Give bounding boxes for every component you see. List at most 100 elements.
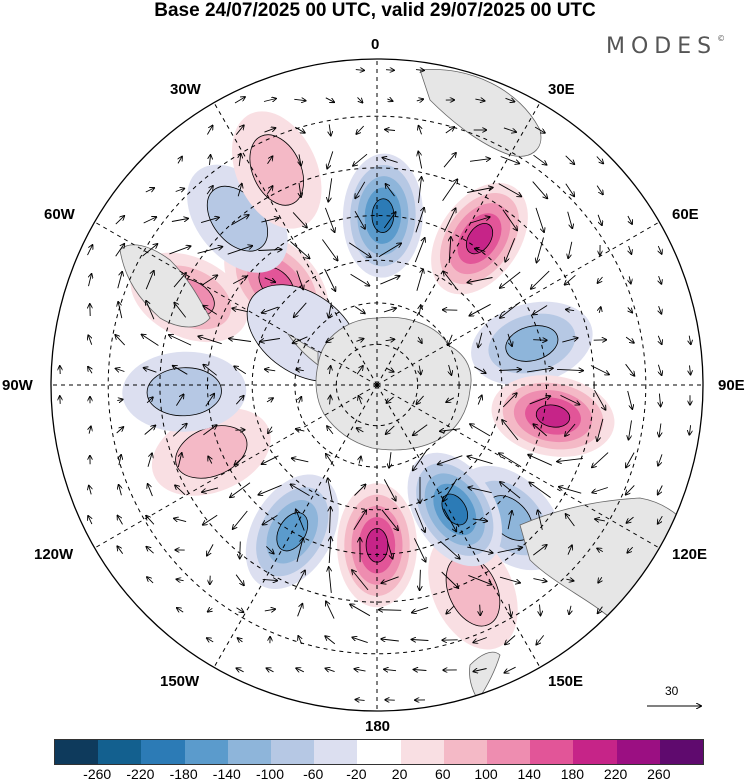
wind-vector [328, 478, 333, 502]
wind-vector [327, 426, 334, 435]
wind-vector [238, 638, 243, 642]
colorbar [54, 739, 704, 765]
wind-vector [480, 604, 481, 616]
colorbar-box [184, 740, 228, 764]
wind-vector [502, 209, 517, 231]
wind-vector [470, 424, 491, 437]
lon-label-90e: 90E [718, 377, 745, 394]
wind-vector [88, 367, 92, 374]
lon-label-30e: 30E [548, 81, 575, 98]
wind-vector [237, 184, 242, 197]
colorbar-box [487, 740, 531, 764]
wind-vector [412, 606, 429, 612]
lon-label-120w: 120W [34, 546, 74, 563]
wind-vector [381, 509, 398, 530]
wind-vector [658, 485, 663, 495]
wind-vector [267, 668, 274, 672]
wind-vector [115, 335, 126, 346]
wind-vector [474, 366, 485, 373]
lon-label-150e: 150E [548, 673, 584, 690]
wind-vector [500, 482, 521, 499]
wind-vector [658, 335, 661, 344]
wind-vector [469, 303, 491, 315]
wind-vector [502, 393, 517, 408]
wind-vector [177, 608, 184, 612]
colorbar-tick-label: -180 [169, 766, 198, 782]
wind-vector [557, 457, 583, 461]
wind-vector [379, 610, 402, 611]
wind-vector [176, 579, 184, 580]
meridian-line [213, 384, 378, 668]
wind-vector [414, 507, 425, 532]
wind-vector [475, 99, 484, 101]
wind-vector [203, 365, 217, 376]
wind-vector [507, 511, 512, 530]
colorbar-box [271, 740, 315, 764]
wind-vector [690, 365, 691, 374]
wind-vector [592, 487, 608, 493]
wind-vector [355, 669, 366, 671]
wind-vector [207, 638, 214, 642]
colorbar-box [443, 740, 488, 764]
wind-vector [387, 99, 392, 101]
wind-vector [415, 70, 424, 71]
wind-vector [499, 370, 521, 371]
wind-vector [355, 700, 365, 701]
wind-vector [178, 157, 182, 164]
wind-vector [290, 241, 309, 259]
wind-vector [118, 516, 123, 525]
vector-scale-label: 30 [665, 684, 679, 698]
wind-vector [533, 424, 547, 437]
wind-vector [144, 368, 157, 373]
wind-vector [598, 606, 603, 614]
wind-vector [598, 577, 602, 582]
wind-vector [565, 183, 574, 197]
wind-vector [468, 277, 493, 283]
new-zealand [469, 651, 501, 701]
wind-vector [142, 244, 158, 257]
lon-label-60w: 60W [44, 206, 75, 223]
wind-vector [234, 97, 245, 104]
wind-vector [207, 126, 212, 135]
wind-vector [177, 453, 181, 468]
wind-vector [292, 458, 309, 463]
colorbar-tick-label: 20 [391, 766, 408, 782]
wind-vector [200, 217, 219, 224]
wind-vector [265, 546, 273, 553]
colorbar-tick-label: -60 [303, 766, 324, 782]
wind-vector [565, 274, 576, 284]
wind-vector [146, 301, 155, 320]
wind-vector [505, 238, 516, 261]
lon-label-0: 0 [371, 36, 380, 53]
wind-vector [381, 639, 399, 641]
wind-vector [175, 485, 186, 496]
wind-vector [473, 669, 487, 672]
africa [419, 68, 542, 157]
wind-vector [416, 395, 424, 404]
wind-vector [267, 156, 273, 164]
wind-vector [500, 271, 521, 288]
wind-vector [528, 455, 553, 466]
wind-vector [594, 389, 606, 410]
wind-vector [356, 366, 363, 375]
wind-vector [235, 454, 246, 465]
wind-vector [233, 510, 248, 529]
colorbar-box [55, 740, 99, 764]
wind-vector [418, 152, 423, 169]
wind-vector [566, 514, 575, 527]
wind-vector [169, 246, 190, 255]
wind-vector [258, 250, 281, 251]
wind-vector [499, 453, 522, 468]
wind-vector [386, 425, 395, 434]
wind-vector [88, 516, 92, 525]
wind-vector [625, 363, 635, 376]
wind-vector [294, 302, 307, 317]
wind-vector [240, 541, 241, 559]
wind-vector [330, 507, 331, 534]
wind-vector [203, 425, 216, 436]
wind-vector [473, 637, 487, 643]
wind-vector [296, 369, 304, 370]
wind-vector [507, 333, 512, 346]
wind-vector [89, 426, 91, 434]
colorbar-box [314, 740, 358, 764]
